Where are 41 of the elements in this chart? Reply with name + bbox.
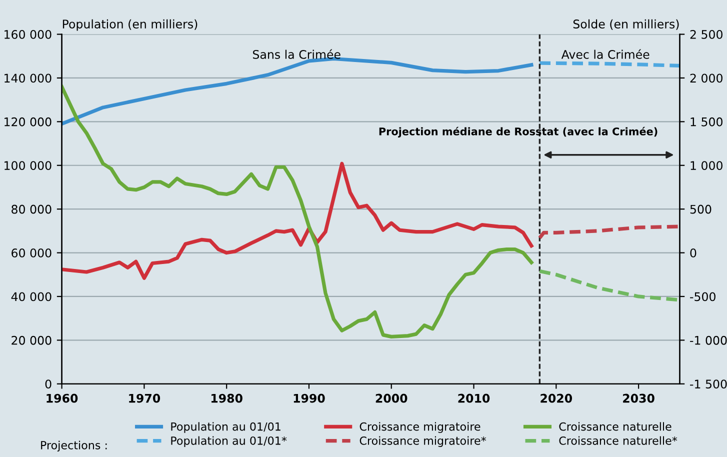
x-tick-label: 1980 [211,394,242,403]
y-tick-label: 0 [45,380,52,389]
y-tick-label: 20 000 [12,336,52,345]
annotation: Projection médiane de Rosstat (avec la Crimée) [379,126,658,138]
legend-label: Croissance migratoire* [360,436,486,447]
y-axis-title: Population (en milliers) [62,19,198,31]
annotation: Avec la Crimée [561,49,650,59]
legend-label: Population au 01/01* [171,436,287,447]
y2-tick-label: 0 [690,248,696,258]
legend-label: Croissance migratoire [360,422,480,433]
y2-tick-label: -500 [690,292,716,302]
x-tick-label: 2000 [376,394,408,403]
text: Projections : [41,440,107,452]
y-tick-label: 60 000 [12,248,52,258]
y2-tick-label: -1 500 [690,380,727,389]
line-series [538,269,680,302]
legend-label: Croissance naturelle [559,422,672,431]
annotation: Sans la Crimée [253,49,340,59]
x-tick-label: 2030 [623,394,654,403]
y-tick-label: 80 000 [12,204,52,214]
y2-tick-label: 2 000 [690,74,722,83]
y2-tick-label: -1 000 [690,336,727,345]
line-series [62,162,534,280]
y-tick-label: 100 000 [4,161,52,170]
y2-tick-label: 1 500 [690,117,722,126]
x-tick-label: 1960 [46,394,78,403]
y2-tick-label: 1 000 [690,161,722,170]
y2-tick-label: 500 [690,204,712,214]
y-tick-label: 160 000 [4,30,52,39]
y2-axis-title: Solde (en milliers) [573,19,679,30]
x-tick-label: 2010 [458,394,490,403]
y-tick-label: 140 000 [4,74,52,83]
y-tick-label: 40 000 [11,292,52,302]
x-tick-label: 1990 [294,394,325,403]
y-tick-label: 120 000 [4,117,52,126]
legend-label: Croissance naturelle* [559,436,678,445]
x-tick-label: 1970 [129,394,160,403]
line-series [538,224,680,240]
legend-label: Population au 01/01 [171,422,280,433]
y2-tick-label: 2 500 [690,30,722,39]
x-tick-label: 2020 [540,394,572,403]
